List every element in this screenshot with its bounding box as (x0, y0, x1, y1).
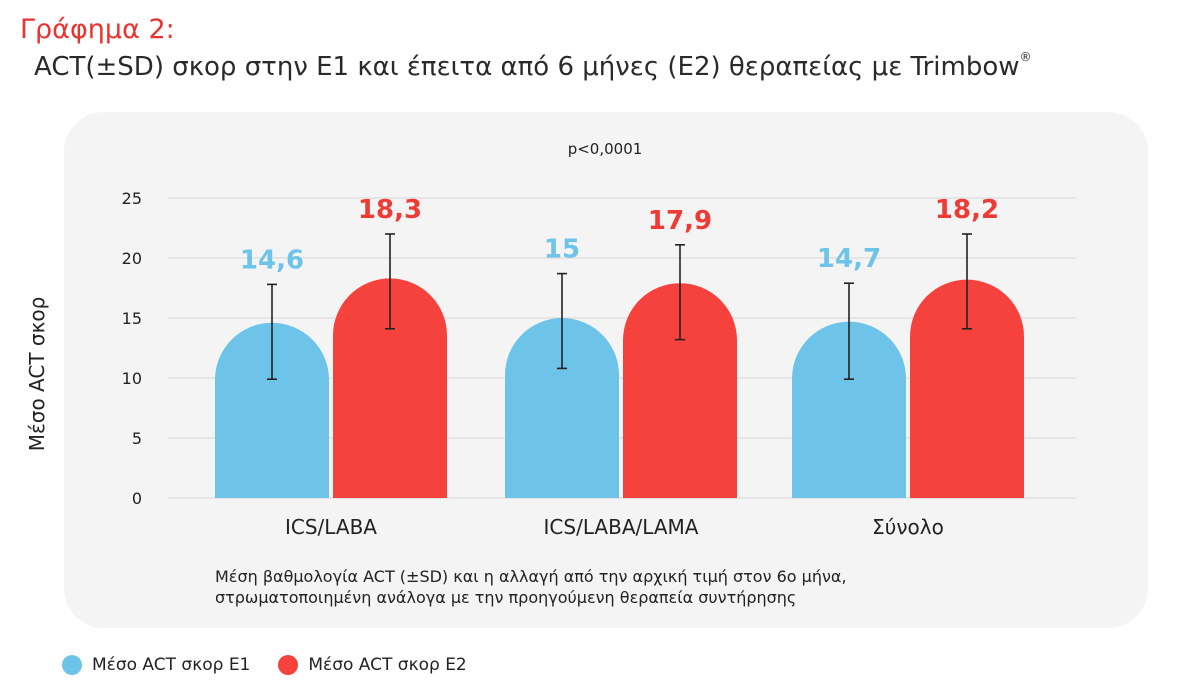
bar-e1 (792, 321, 906, 498)
error-bar (675, 244, 685, 341)
legend-label-e2: Μέσο ACT σκορ E2 (308, 655, 467, 675)
y-tick-label: 20 (122, 249, 142, 268)
x-tick-label: ICS/LABA (285, 515, 377, 539)
bar-e2 (910, 279, 1024, 498)
data-labels: 14,6 15 14,7 18,3 17,9 18,2 (240, 195, 999, 275)
data-label: 15 (544, 235, 580, 265)
footnote-line-2: στρωματοποιημένη ανάλογα με την προηγούμ… (215, 588, 797, 607)
x-tick-label: ICS/LABA/LAMA (544, 515, 699, 539)
figure-title: ACT(±SD) σκορ στην E1 και έπειτα από 6 μ… (34, 50, 1032, 82)
error-bars (267, 233, 972, 381)
bar-e1 (215, 322, 329, 498)
error-bar (557, 272, 567, 370)
x-tick-label: Σύνολο (872, 515, 944, 539)
error-bar (385, 233, 395, 330)
data-label: 18,2 (935, 195, 999, 225)
legend-item-e1: Μέσο ACT σκορ E1 (62, 655, 250, 675)
error-bar (267, 283, 277, 381)
error-bar (962, 233, 972, 330)
bar-e2 (333, 278, 447, 498)
y-tick-label: 0 (132, 489, 142, 508)
data-label: 14,6 (240, 245, 304, 275)
chart-footnote: Μέση βαθμολογία ACT (±SD) και η αλλαγή α… (215, 566, 847, 608)
y-axis-title: Μέσο ACT σκορ (25, 297, 49, 452)
y-tick-label: 5 (132, 429, 142, 448)
y-tick-label: 15 (122, 309, 142, 328)
figure-label: Γράφημα 2: (20, 14, 175, 45)
bar-e1 (505, 318, 619, 498)
data-label: 17,9 (648, 206, 712, 236)
bar-chart: p<0,0001 Μέσο ACT σκορ 14,6 15 14,7 18,3 17,… (25, 140, 1076, 539)
legend: Μέσο ACT σκορ E1 Μέσο ACT σκορ E2 (62, 655, 495, 675)
trademark-mark: ® (1019, 50, 1032, 65)
legend-label-e1: Μέσο ACT σκορ E1 (92, 655, 251, 675)
bars (215, 278, 1024, 498)
bar-e2 (623, 283, 737, 498)
axis-labels: 0 5 10 15 20 25 ICS/LABA ICS/LABA/LAMA Σύνολο (122, 189, 944, 539)
data-label: 14,7 (817, 244, 881, 274)
p-value-label: p<0,0001 (568, 140, 643, 158)
legend-item-e2: Μέσο ACT σκορ E2 (278, 655, 467, 675)
footnote-line-1: Μέση βαθμολογία ACT (±SD) και η αλλαγή α… (215, 567, 847, 586)
figure-title-text: ACT(±SD) σκορ στην E1 και έπειτα από 6 μ… (34, 52, 1020, 82)
error-bar (844, 282, 854, 381)
legend-swatch-e2 (278, 655, 299, 675)
legend-swatch-e1 (62, 655, 82, 675)
y-tick-label: 25 (122, 189, 142, 208)
data-label: 18,3 (358, 195, 422, 225)
y-tick-label: 10 (122, 369, 142, 388)
